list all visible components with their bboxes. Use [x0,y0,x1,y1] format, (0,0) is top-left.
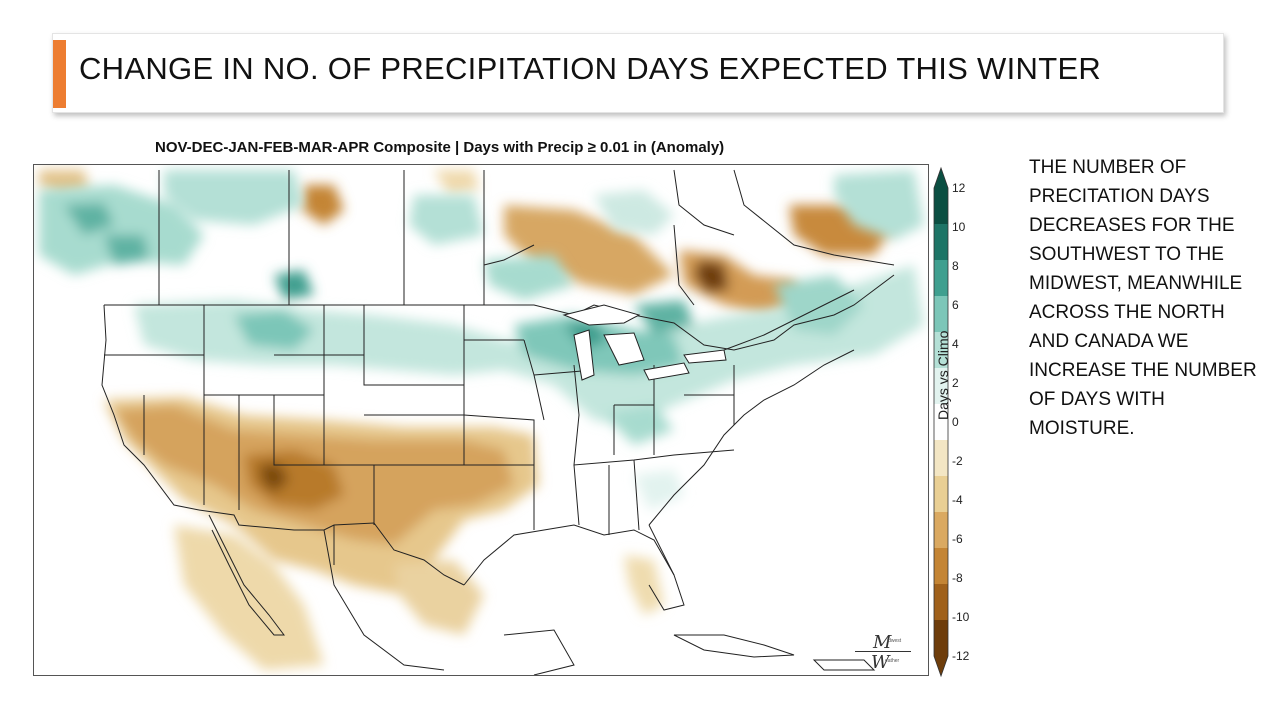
colorbar-segment [934,296,948,333]
explanation-line: INCREASE THE NUMBER [1029,360,1257,381]
title-accent-bar [53,40,66,108]
colorbar-tick-label: 6 [952,298,959,312]
explanation-line: MIDWEST, MEANWHILE [1029,273,1243,294]
colorbar-tick-label: 0 [952,415,959,429]
colorbar-tick-label: -12 [952,649,970,663]
colorbar-tick-label: 10 [952,220,966,234]
colorbar-tick-label: 4 [952,337,959,351]
colorbar-label: Days vs Climo [935,330,951,420]
logo-word-idwest: idwest [887,638,902,644]
colorbar-tick-label: -4 [952,493,963,507]
logo-divider [855,651,911,652]
logo-letter-m: M [873,632,892,653]
precipitation-anomaly-map [33,164,929,676]
colorbar-outline [933,166,949,678]
explanation-line: ACROSS THE NORTH [1029,302,1225,323]
slide-title: CHANGE IN NO. OF PRECIPITATION DAYS EXPE… [79,51,1102,86]
colorbar-tick-label: -8 [952,571,963,585]
logo-word-eather: eather [885,658,900,664]
wet-anomaly-areas [39,170,924,510]
explanation-line: OF DAYS WITH [1029,389,1165,410]
midwest-weather-logo: M idwest W eather [853,632,913,673]
political-boundaries [101,169,895,675]
dry-anomaly-areas [39,170,894,670]
map-title: NOV-DEC-JAN-FEB-MAR-APR Composite | Days… [155,139,725,156]
colorbar-tick-label: -2 [952,454,963,468]
colorbar-segment [934,476,948,513]
colorbar-tick-label: 12 [952,181,966,195]
colorbar-max-arrow [934,168,948,188]
explanation-line: AND CANADA WE [1029,331,1189,352]
slide-title-box: CHANGE IN NO. OF PRECIPITATION DAYS EXPE… [52,33,1224,113]
colorbar-segment [934,584,948,621]
colorbar-segment [934,260,948,297]
colorbar-segment [934,368,948,405]
colorbar-segment [934,440,948,477]
colorbar-tick-label: -10 [952,610,970,624]
colorbar-segment [934,332,948,369]
colorbar-segment [934,224,948,261]
explanation-line: THE NUMBER OF [1029,157,1187,178]
colorbar-min-arrow [934,656,948,676]
colorbar-segment [934,620,948,657]
explanation-line: PRECITATION DAYS [1029,186,1210,207]
colorbar-segment [934,404,948,441]
explanation-line: SOUTHWEST TO THE [1029,244,1224,265]
map-svg [39,169,924,675]
logo-letter-w: W [871,652,890,673]
explanation-text: THE NUMBER OF PRECITATION DAYS DECREASES… [1029,153,1269,443]
colorbar-segment [934,548,948,585]
colorbar: 12 10 8 6 4 2 0 -2 -4 -6 -8 -10 -12 [933,166,970,678]
explanation-line: DECREASES FOR THE [1029,215,1235,236]
colorbar-segment [934,512,948,549]
colorbar-tick-label: -6 [952,532,963,546]
explanation-line: MOISTURE. [1029,418,1135,439]
colorbar-tick-label: 8 [952,259,959,273]
colorbar-tick-label: 2 [952,376,959,390]
colorbar-segment [934,188,948,225]
